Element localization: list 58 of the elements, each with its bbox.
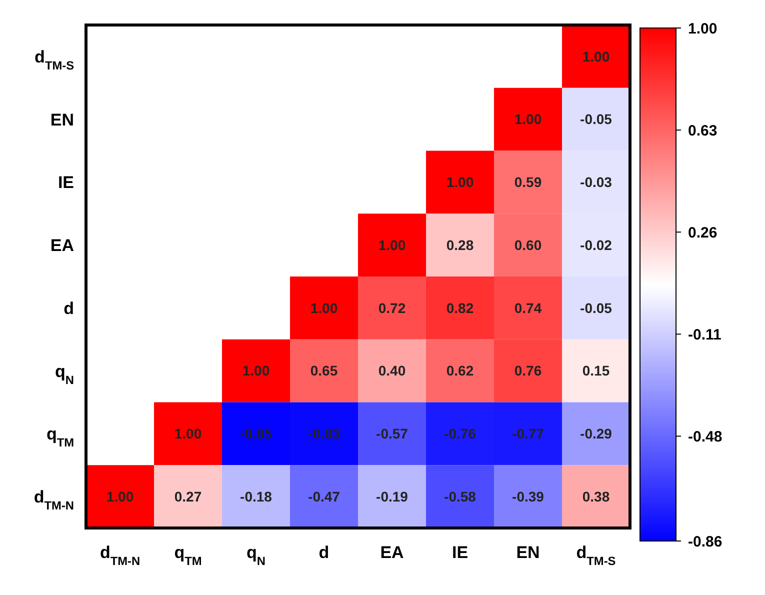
data-label: -0.05 xyxy=(580,111,612,128)
color-bar-label: 0.26 xyxy=(688,224,718,242)
x-tick-label: IE xyxy=(452,543,468,562)
x-tick-label: EN xyxy=(516,543,540,562)
data-label: -0.05 xyxy=(580,300,612,316)
data-label: 0.15 xyxy=(582,362,610,379)
color-bar-label: -0.48 xyxy=(688,428,722,446)
x-tick-label: q$_{TM}$ xyxy=(174,543,202,568)
data-label: -0.39 xyxy=(512,488,544,504)
y-tick-label: d xyxy=(64,298,74,318)
data-label: -0.77 xyxy=(512,426,544,442)
data-label: -0.02 xyxy=(580,236,612,253)
data-label: 0.40 xyxy=(378,362,406,379)
x-tick-label: d xyxy=(318,543,330,562)
data-label: -0.29 xyxy=(580,426,612,442)
data-label: 0.72 xyxy=(378,300,406,316)
data-label: 0.62 xyxy=(446,362,474,379)
y-tick-label: q$_{TM}$ xyxy=(46,424,74,450)
data-label: 0.59 xyxy=(514,174,542,190)
data-label: 0.76 xyxy=(514,362,542,379)
data-label: 0.82 xyxy=(446,300,474,316)
data-label: 1.00 xyxy=(446,174,474,190)
data-label: 0.28 xyxy=(446,236,474,253)
x-tick-label: d$_{TM-S}$ xyxy=(576,543,616,568)
data-label: -0.18 xyxy=(240,488,272,504)
x-tick-label: EA xyxy=(380,543,404,562)
y-tick-label: q$_{N}$ xyxy=(55,362,74,387)
data-label: 1.00 xyxy=(174,426,202,442)
data-label: 0.38 xyxy=(582,488,610,504)
data-label: 0.65 xyxy=(310,362,338,379)
color-bar-label: 1.00 xyxy=(688,20,718,38)
data-label: -0.83 xyxy=(308,426,340,442)
data-label: -0.76 xyxy=(444,426,476,442)
data-label: 1.00 xyxy=(106,488,134,504)
y-tick-label: EN xyxy=(50,110,74,130)
data-label: -0.57 xyxy=(376,426,408,442)
data-label: 1.00 xyxy=(378,236,406,253)
y-tick-label: IE xyxy=(58,173,74,192)
data-label: 0.60 xyxy=(514,236,542,253)
y-tick-label: d$_{TM-S}$ xyxy=(34,47,74,72)
data-label: 0.27 xyxy=(174,488,202,504)
data-label: 1.00 xyxy=(242,362,270,379)
x-tick-label: d$_{TM-N}$ xyxy=(100,543,140,568)
y-tick-label: d$_{TM-N}$ xyxy=(34,488,74,513)
y-tick-label: EA xyxy=(50,236,74,256)
data-label: 0.74 xyxy=(514,300,542,316)
data-label: -0.03 xyxy=(580,174,612,190)
data-label: 1.00 xyxy=(310,300,338,316)
color-bar-label: -0.11 xyxy=(688,326,722,344)
color-bar-label: 0.63 xyxy=(688,122,718,140)
data-label: -0.58 xyxy=(444,488,476,504)
data-label: -0.47 xyxy=(308,488,340,504)
color-bar-label: -0.86 xyxy=(688,533,722,550)
data-label: -0.85 xyxy=(240,426,272,442)
data-label: 1.00 xyxy=(514,111,542,128)
data-label: 1.00 xyxy=(582,48,610,64)
data-label: -0.19 xyxy=(376,488,408,504)
x-tick-label: q$_{N}$ xyxy=(246,543,266,568)
